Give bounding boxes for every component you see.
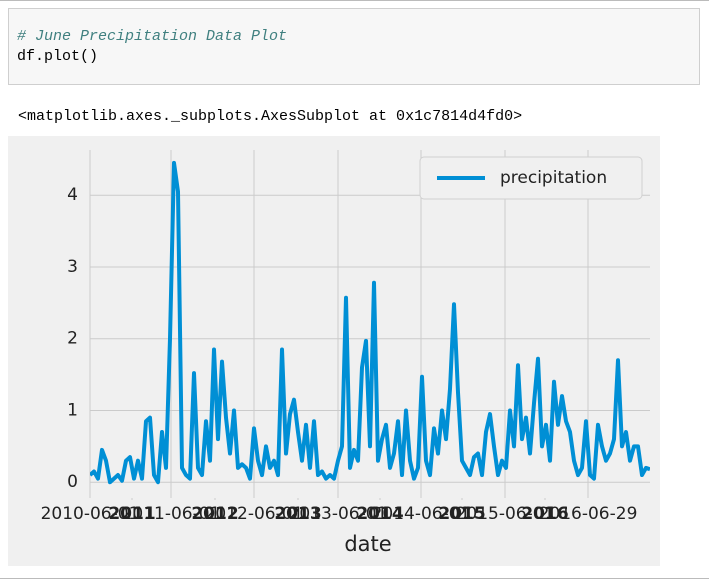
- x-minor-tick-label: 2016: [521, 504, 568, 524]
- code-comment: # June Precipitation Data Plot: [17, 28, 288, 45]
- x-minor-tick-label: 2014: [356, 504, 403, 524]
- y-tick-label: 1: [67, 400, 78, 420]
- divider: [0, 578, 709, 579]
- x-tick-label: 2012-06-01: [205, 504, 304, 524]
- x-minor-tick-label: 2012: [191, 504, 238, 524]
- y-tick-label: 3: [67, 257, 78, 277]
- x-tick-label: 2015-06-01: [456, 504, 555, 524]
- x-tick-label: 2010-06-01: [41, 504, 140, 524]
- y-tick-label: 4: [67, 185, 78, 205]
- y-tick-label: 0: [67, 472, 78, 492]
- y-tick-label: 2: [67, 329, 78, 349]
- code-cell[interactable]: # June Precipitation Data Plot df.plot(): [8, 8, 700, 85]
- x-minor-tick-label: 2013: [274, 504, 321, 524]
- legend-box: [419, 156, 643, 200]
- code-line: df.plot(): [17, 48, 99, 65]
- x-tick-label: 2013-06-01: [289, 504, 388, 524]
- line: [90, 160, 650, 485]
- x-minor-tick-label: 2015: [438, 504, 485, 524]
- x-tick-label: 2014-06-01: [372, 504, 471, 524]
- x-axis-label: date: [344, 532, 391, 556]
- x-tick-label: 2016-06-29: [539, 504, 638, 524]
- output-text: <matplotlib.axes._subplots.AxesSubplot a…: [18, 108, 523, 125]
- divider: [0, 0, 709, 1]
- x-minor-tick-label: 2011: [108, 504, 155, 524]
- legend-label: precipitation: [500, 168, 607, 188]
- x-tick-label: 2011-06-01: [122, 504, 221, 524]
- chart-background: [8, 136, 660, 566]
